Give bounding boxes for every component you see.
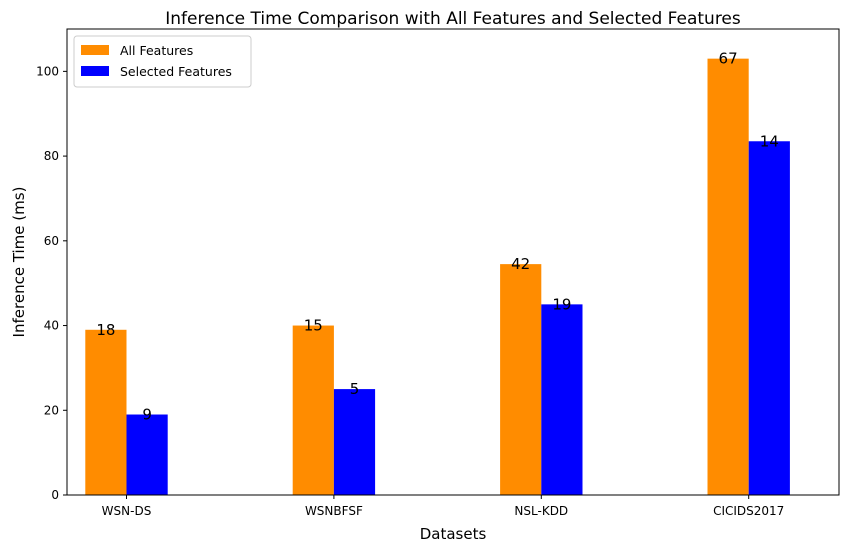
- legend-swatch: [81, 45, 109, 55]
- bar-data-label: 5: [350, 380, 360, 398]
- y-tick-label: 0: [51, 488, 59, 502]
- bar-data-label: 18: [96, 321, 115, 339]
- bar-data-label: 67: [719, 50, 738, 68]
- bar-all-features-nsl-kdd: [500, 264, 542, 495]
- x-axis-ticks: WSN-DS WSNBFSF NSL-KDD CICIDS2017: [102, 495, 784, 518]
- bar-selected-features-wsn-ds: [126, 414, 168, 495]
- legend-label: All Features: [120, 43, 193, 58]
- bar-data-label: 42: [511, 255, 530, 273]
- x-tick-label: WSN-DS: [102, 504, 152, 518]
- x-tick-label: WSNBFSF: [305, 504, 363, 518]
- bar-all-features-wsn-ds: [85, 329, 127, 495]
- bar-selected-features-nsl-kdd: [541, 304, 583, 495]
- legend-label: Selected Features: [120, 64, 232, 79]
- bar-all-features-cicids2017: [707, 58, 749, 496]
- y-tick-label: 20: [44, 403, 59, 417]
- legend-swatch: [81, 66, 109, 76]
- legend-box: [73, 35, 252, 88]
- bar-data-label: 19: [552, 295, 571, 313]
- x-tick-label: CICIDS2017: [713, 504, 784, 518]
- bar-selected-features-cicids2017: [748, 141, 790, 495]
- bar-data-label: 15: [304, 317, 323, 335]
- y-tick-label: 80: [44, 149, 59, 163]
- bar-all-features-wsnbfsf: [292, 325, 334, 495]
- data-labels-layer: 18 15 42 67 9 5 19 14: [96, 50, 778, 424]
- chart-title: Inference Time Comparison with All Featu…: [165, 9, 741, 29]
- y-axis-ticks: 0 20 40 60 80 100: [36, 64, 67, 502]
- legend: All Features Selected Features: [73, 35, 252, 88]
- bar-data-label: 14: [760, 132, 779, 150]
- y-axis-label: Inference Time (ms): [10, 187, 28, 338]
- bar-data-label: 9: [142, 406, 152, 424]
- bar-selected-features-wsnbfsf: [333, 389, 376, 495]
- bars-layer: [85, 58, 790, 496]
- y-tick-label: 60: [44, 234, 59, 248]
- x-axis-label: Datasets: [420, 525, 487, 543]
- x-tick-label: NSL-KDD: [514, 504, 568, 518]
- y-tick-label: 100: [36, 64, 59, 78]
- y-tick-label: 40: [44, 319, 59, 333]
- plot-frame: [66, 28, 840, 496]
